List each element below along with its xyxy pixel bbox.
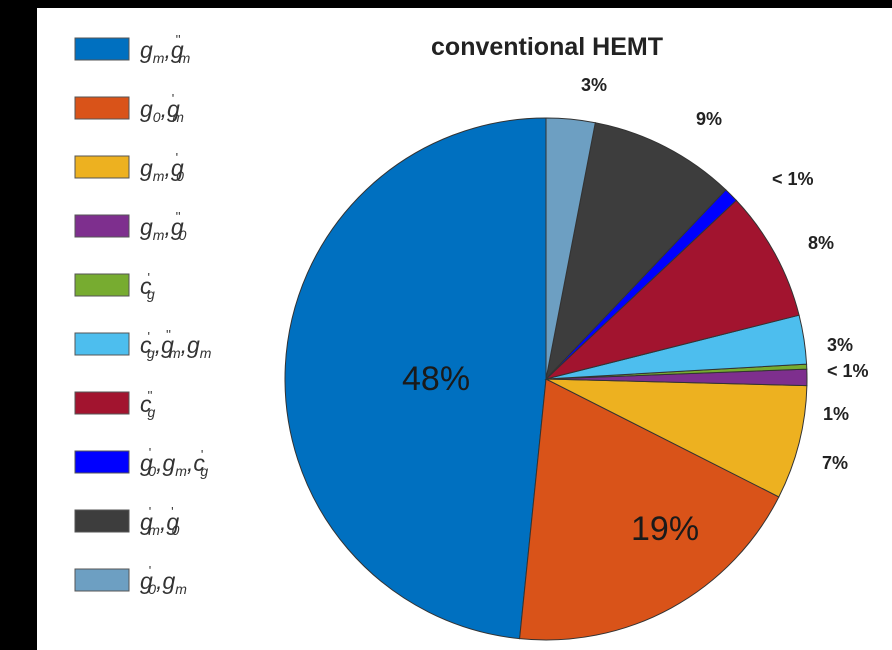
legend-swatch [74,214,130,238]
legend-item: gm,g' 0 [74,150,184,184]
legend-label: g' m,g' 0 [140,504,180,538]
pie-slice [545,117,596,380]
legend-item: g0,g' m [74,91,184,125]
legend-swatch [74,155,130,179]
legend-swatch [74,391,130,415]
slice-label: 7% [822,453,848,473]
pie-labels: 48% 19% 7% 1% < 1% 3% 8% < 1% 9% 3% [402,75,869,548]
slice-label: 9% [696,109,722,129]
pie-slice [284,117,547,640]
legend-label: gm,g'' m [140,32,191,66]
figure-panel: conventional HEMT 48% 19% 7% 1% < 1% 3% 8% < 1%… [37,8,892,650]
chart-title: conventional HEMT [431,33,663,61]
slice-label: 19% [631,510,699,548]
legend-item: c' g,g'' m,gm [74,327,212,361]
pie-slice [544,199,800,380]
pie-slice [545,122,727,381]
slice-label: 3% [581,75,607,95]
legend-swatch [74,96,130,120]
legend-swatch [74,273,130,297]
chart-legend: gm,g'' m g0,g' m gm,g' 0 gm,g'' 0 c' g [74,32,212,597]
slice-label: 3% [827,335,853,355]
legend-item: g' 0,gm,c' g [74,445,208,479]
legend-label: c' g [140,270,155,302]
slice-label: 1% [823,404,849,424]
legend-label: c'' g [140,388,155,420]
pie-slice [519,378,780,641]
slice-label: 8% [808,233,834,253]
legend-label: g' 0,gm [140,563,187,597]
slice-label: < 1% [827,361,869,381]
legend-swatch [74,37,130,61]
slice-label: 48% [402,360,470,398]
legend-item: g' 0,gm [74,563,187,597]
legend-item: g' m,g' 0 [74,504,180,538]
legend-label: g0,g' m [140,91,184,125]
legend-item: gm,g'' 0 [74,209,187,243]
legend-swatch [74,332,130,356]
legend-label: gm,g'' 0 [140,209,187,243]
pie-chart: conventional HEMT 48% 19% 7% 1% < 1% 3% 8% < 1%… [74,32,869,641]
slice-label: < 1% [772,169,814,189]
legend-label: c' g,g'' m,gm [140,327,212,361]
legend-label: g' 0,gm,c' g [140,445,208,479]
legend-label: gm,g' 0 [140,150,184,184]
pie-slice [545,378,808,498]
legend-item: c' g [74,270,155,302]
legend-item: gm,g'' m [74,32,191,66]
legend-item: c'' g [74,388,155,420]
pie-slices [284,117,808,641]
legend-swatch [74,450,130,474]
legend-swatch [74,568,130,592]
legend-swatch [74,509,130,533]
